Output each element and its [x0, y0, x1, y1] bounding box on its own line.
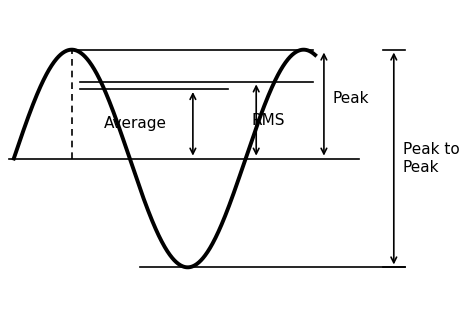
Text: Peak to
Peak: Peak to Peak	[402, 142, 459, 175]
Text: Peak: Peak	[333, 91, 369, 106]
Text: RMS: RMS	[252, 113, 285, 127]
Text: Average: Average	[104, 116, 167, 131]
